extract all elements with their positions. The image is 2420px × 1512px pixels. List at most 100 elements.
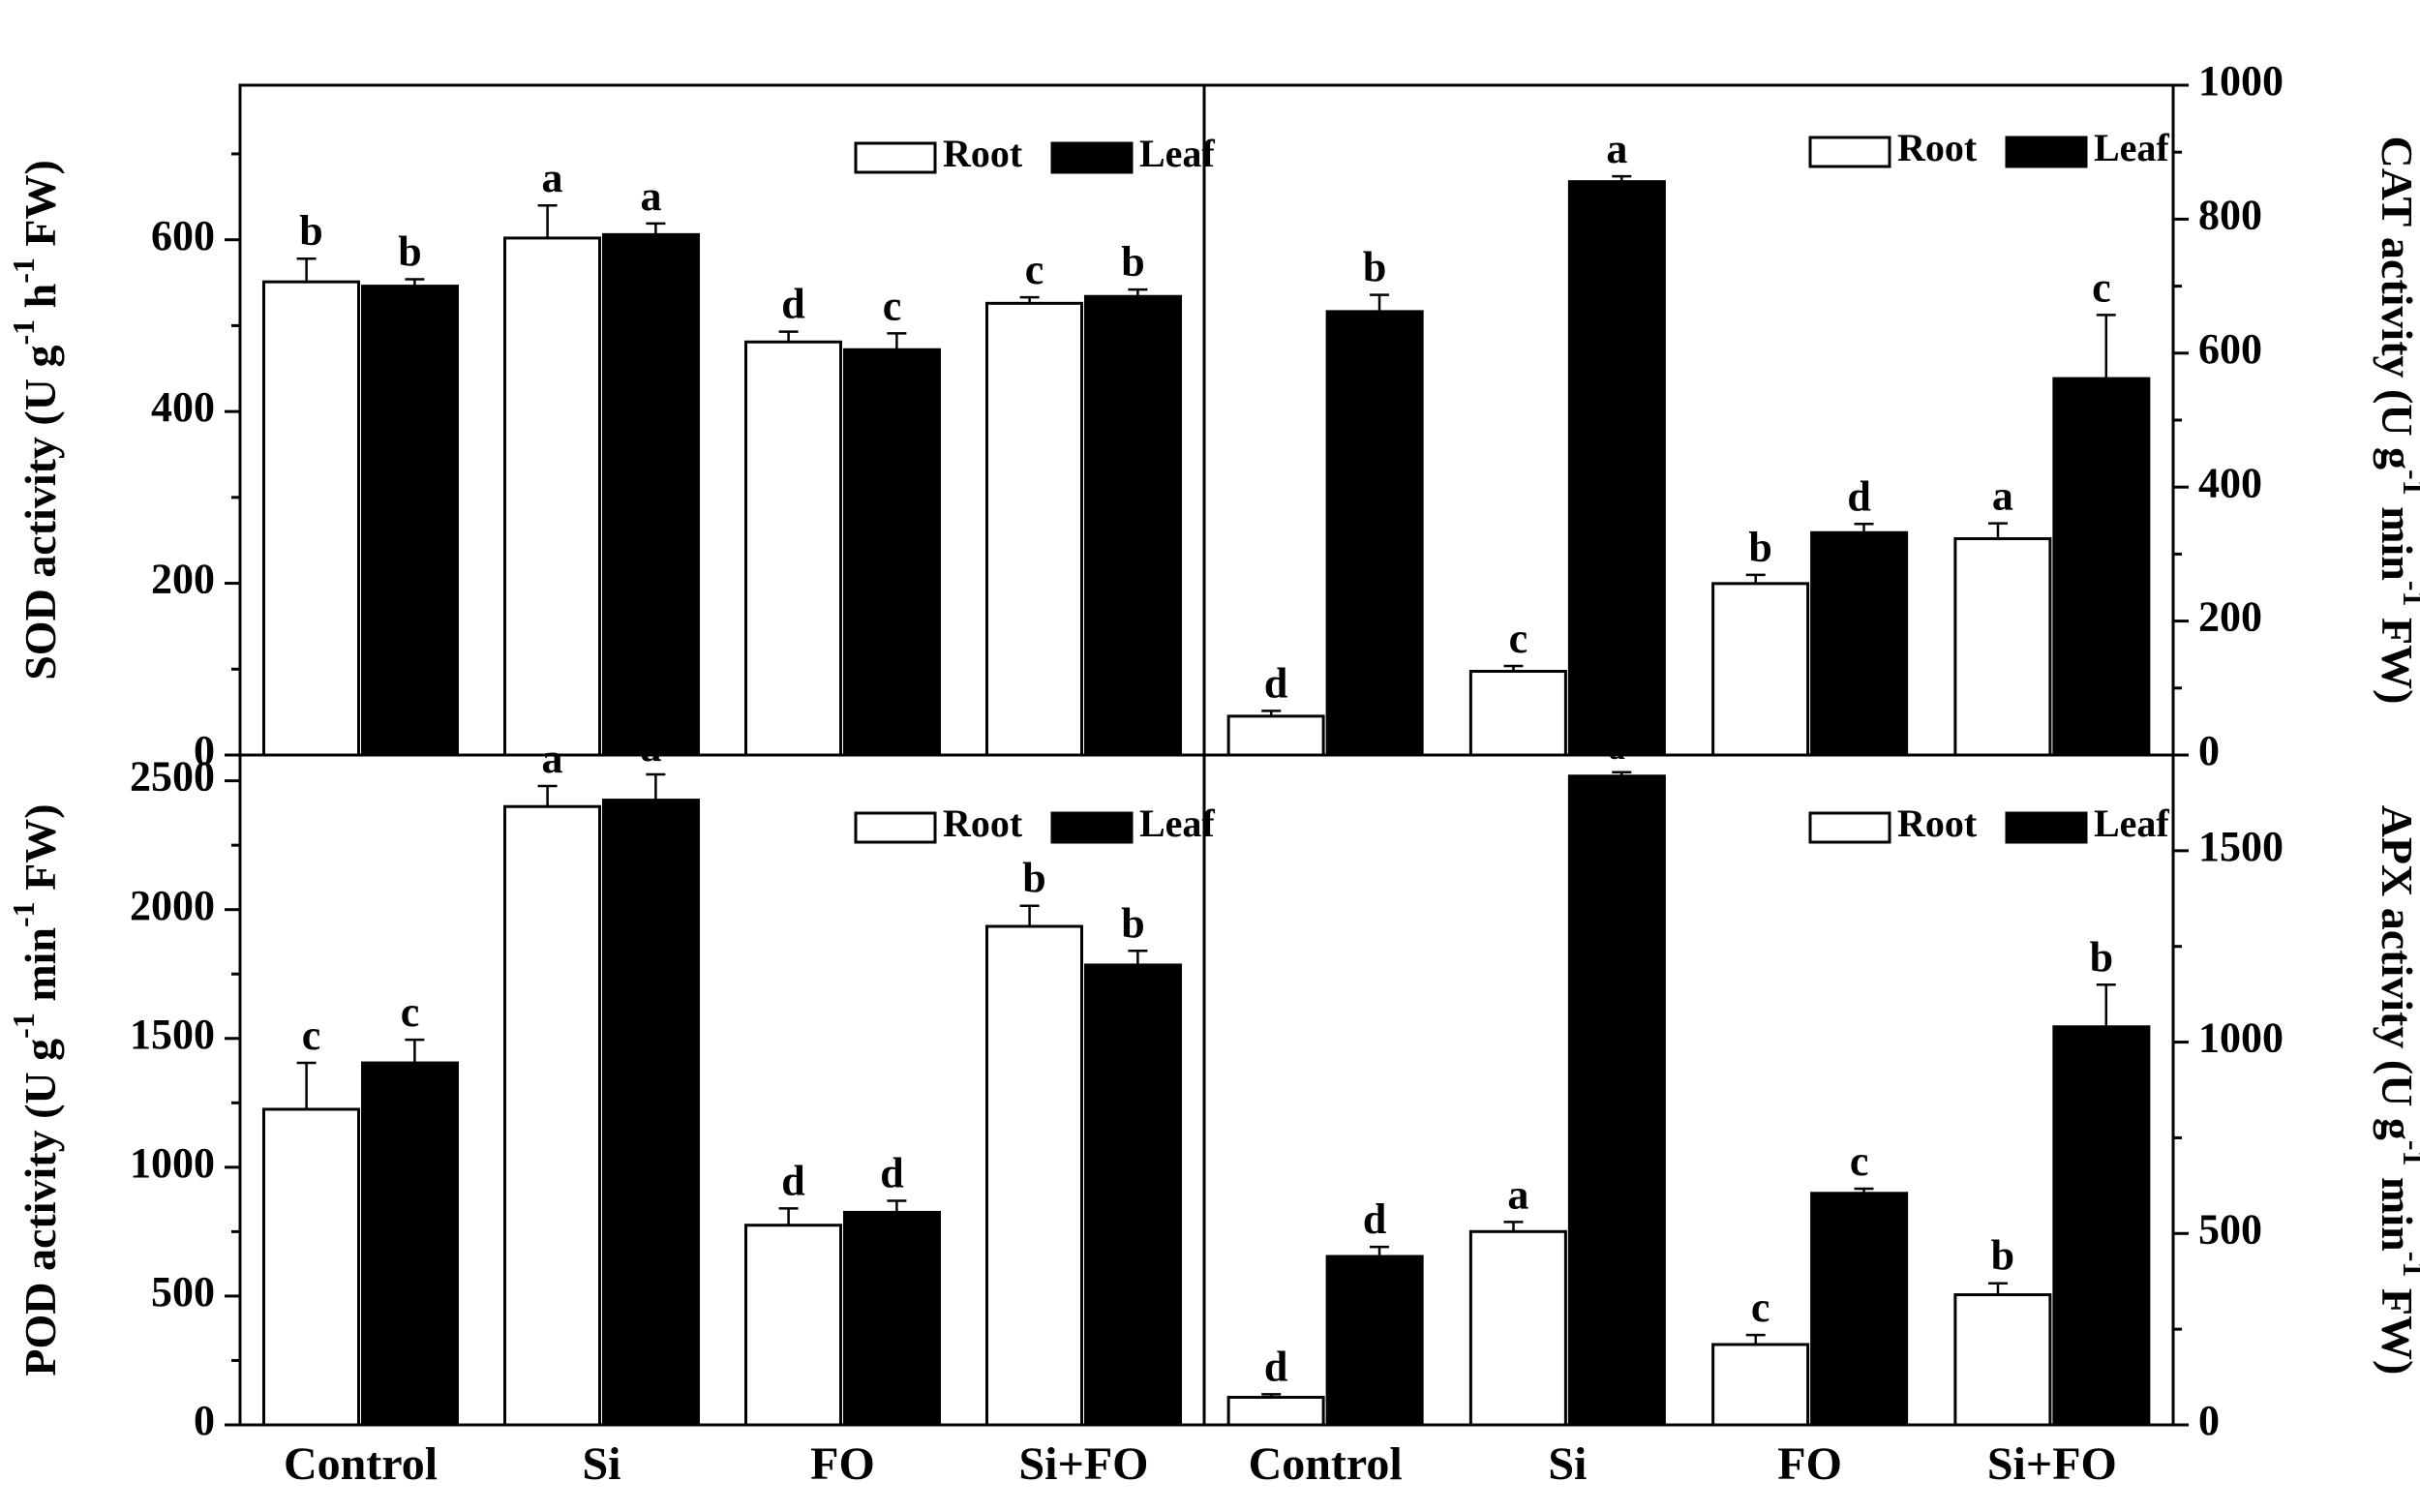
legend-swatch-root bbox=[1808, 811, 1891, 844]
significance-letter: b bbox=[1121, 238, 1144, 286]
bar-root-si bbox=[1468, 670, 1567, 757]
bar-root-fo bbox=[1711, 582, 1810, 757]
x-tick-label: Control bbox=[284, 1438, 438, 1490]
significance-letter: a bbox=[542, 735, 563, 782]
y-tick-label: 0 bbox=[194, 1397, 215, 1444]
y-tick-label: 1000 bbox=[2198, 57, 2284, 105]
bar-root-fo bbox=[744, 1224, 842, 1427]
y-tick-label: 200 bbox=[2198, 593, 2262, 641]
y-tick-label: 800 bbox=[2198, 191, 2262, 238]
bar-root-si-fo bbox=[985, 924, 1083, 1427]
chart-panel-top-left: 0 200 400 600 SOD activity (U g-1 h-1 FW) b b a… bbox=[6, 132, 1215, 774]
legend-label: Root bbox=[943, 801, 1023, 845]
legend: Root Leaf bbox=[1808, 126, 2169, 169]
y-tick-label: 1500 bbox=[2198, 823, 2284, 870]
bar-root-si-fo bbox=[985, 301, 1083, 757]
bar-leaf-control bbox=[361, 1061, 459, 1427]
significance-letter: b bbox=[1363, 244, 1386, 291]
significance-letter: d bbox=[1363, 1195, 1386, 1243]
bar-leaf-si-fo bbox=[1084, 963, 1182, 1427]
significance-letter: b bbox=[1022, 855, 1045, 902]
y-tick-label: 500 bbox=[151, 1268, 215, 1315]
y-tick-label: 1000 bbox=[2198, 1014, 2284, 1062]
bar-leaf-control bbox=[1325, 310, 1424, 757]
significance-letter: c bbox=[401, 988, 420, 1036]
bar-root-control bbox=[1226, 1396, 1325, 1427]
bar-leaf-control bbox=[361, 285, 459, 757]
significance-letter: c bbox=[2092, 263, 2111, 311]
x-tick-label: Si+FO bbox=[1018, 1438, 1148, 1490]
y-tick-label: 0 bbox=[2198, 1397, 2220, 1444]
legend-label: Root bbox=[1897, 801, 1978, 845]
significance-letter: b bbox=[1121, 899, 1144, 947]
bar-root-control bbox=[1226, 714, 1325, 757]
significance-letter: a bbox=[641, 723, 662, 771]
significance-letter: a bbox=[641, 172, 662, 220]
y-axis-label: CAT activity (U g-1 min-1 FW) bbox=[2373, 136, 2420, 705]
y-axis-label: SOD activity (U g-1 h-1 FW) bbox=[6, 160, 64, 680]
legend-label: Root bbox=[943, 132, 1023, 175]
y-tick-label: 400 bbox=[151, 383, 215, 431]
legend-swatch-leaf bbox=[1050, 811, 1134, 844]
legend-swatch-leaf bbox=[1050, 141, 1134, 174]
bar-leaf-si-fo bbox=[2052, 1025, 2151, 1427]
legend-swatch-root bbox=[854, 141, 937, 174]
bar-leaf-si bbox=[602, 232, 700, 757]
significance-letter: d bbox=[880, 1149, 903, 1196]
y-axis-label: POD activity (U g-1 min-1 FW) bbox=[6, 803, 64, 1376]
y-tick-label: 0 bbox=[194, 727, 215, 774]
significance-letter: d bbox=[1264, 1343, 1287, 1390]
y-tick-label: 600 bbox=[151, 212, 215, 259]
significance-letter: a bbox=[1609, 731, 1625, 767]
y-tick-label: 600 bbox=[2198, 325, 2262, 373]
significance-letter: d bbox=[1264, 659, 1287, 707]
bar-root-si-fo bbox=[1953, 1293, 2052, 1427]
bar-root-si bbox=[503, 804, 601, 1427]
bar-root-control bbox=[262, 1107, 360, 1427]
significance-letter: c bbox=[302, 1012, 321, 1059]
chart-panel-top-right: 0 200 400 600 800 1000 CAT activity (U g-1 min… bbox=[1226, 57, 2420, 774]
significance-letter: b bbox=[398, 228, 421, 276]
legend-label: Leaf bbox=[2094, 126, 2169, 169]
bar-leaf-fo bbox=[843, 1210, 941, 1427]
y-axis-label: APX activity (U g-1 min-1 FW) bbox=[2373, 805, 2420, 1376]
legend-swatch-leaf bbox=[2005, 811, 2088, 844]
x-tick-label: FO bbox=[1777, 1438, 1842, 1490]
legend-swatch-leaf bbox=[2005, 136, 2088, 168]
bar-leaf-si bbox=[1567, 774, 1666, 1427]
bar-root-si bbox=[503, 236, 601, 757]
bar-root-control bbox=[262, 280, 360, 757]
significance-letter: c bbox=[1751, 1284, 1770, 1331]
x-tick-label: Control bbox=[1249, 1438, 1403, 1490]
y-tick-label: 0 bbox=[2198, 727, 2220, 774]
y-tick-label: 400 bbox=[2198, 459, 2262, 506]
y-tick-label: 1000 bbox=[130, 1139, 215, 1187]
x-tick-label: Si bbox=[582, 1438, 620, 1490]
bar-leaf-si-fo bbox=[1084, 294, 1182, 757]
significance-letter: c bbox=[1025, 246, 1044, 293]
significance-letter: b bbox=[1991, 1232, 2014, 1280]
x-tick-label: Si bbox=[1548, 1438, 1587, 1490]
bar-leaf-fo bbox=[1810, 1192, 1909, 1427]
legend: Root Leaf bbox=[854, 132, 1215, 175]
y-tick-label: 500 bbox=[2198, 1205, 2262, 1253]
y-tick-label: 200 bbox=[151, 556, 215, 603]
significance-letter: b bbox=[1748, 524, 1771, 571]
significance-letter: c bbox=[1850, 1137, 1869, 1185]
legend-label: Leaf bbox=[1139, 801, 1215, 845]
significance-letter: d bbox=[1847, 472, 1870, 520]
significance-letter: b bbox=[299, 207, 322, 255]
significance-letter: c bbox=[1509, 615, 1528, 662]
significance-letter: b bbox=[2090, 933, 2113, 981]
bar-leaf-si bbox=[602, 799, 700, 1427]
significance-letter: a bbox=[1992, 472, 2013, 520]
legend-swatch-root bbox=[1808, 136, 1891, 168]
legend: Root Leaf bbox=[854, 801, 1215, 845]
significance-letter: a bbox=[542, 154, 563, 201]
significance-letter: c bbox=[883, 282, 902, 329]
bar-root-si-fo bbox=[1953, 536, 2052, 757]
bar-root-fo bbox=[744, 340, 842, 757]
significance-letter: a bbox=[1606, 125, 1627, 172]
y-tick-label: 1500 bbox=[130, 1011, 215, 1058]
legend-label: Leaf bbox=[1139, 132, 1215, 175]
